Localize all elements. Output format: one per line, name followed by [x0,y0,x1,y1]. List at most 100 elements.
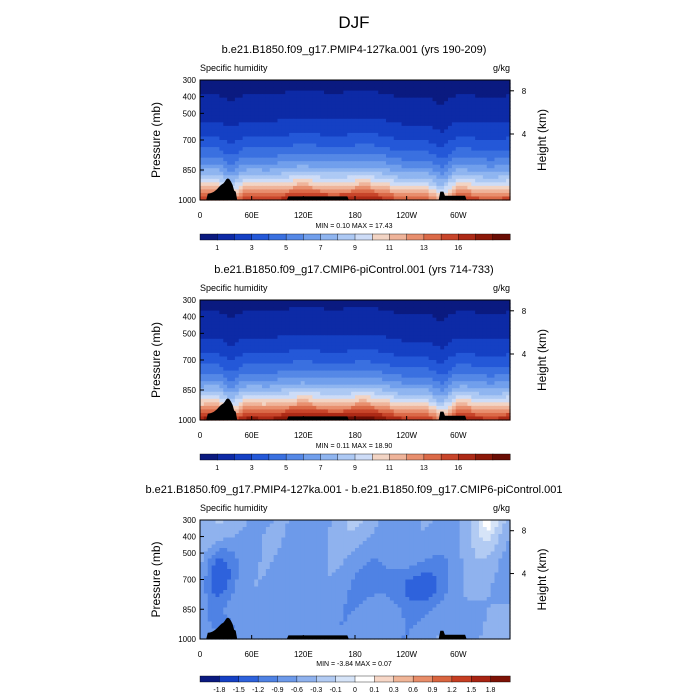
contour-cell [234,90,240,95]
contour-cell [378,90,383,95]
contour-cell [366,118,372,123]
contour-cell [502,147,507,152]
contour-cell [320,338,325,343]
contour-cell [479,342,484,347]
contour-cell [370,125,375,131]
contour-cell [378,104,383,109]
contour-cell [324,185,329,191]
contour-cell [250,101,255,106]
contour-cell [436,80,441,85]
contour-cell [242,115,248,120]
contour-cell [331,310,337,315]
contour-cell [389,345,395,351]
contour-cell [413,310,418,315]
contour-cell [413,171,418,176]
contour-cell [254,185,259,191]
contour-cell [436,363,441,368]
contour-cell [347,307,352,312]
contour-cell [486,189,492,194]
contour-cell [296,307,302,312]
contour-cell [351,168,356,173]
contour-cell [250,140,255,145]
contour-cell [234,80,240,85]
contour-cell [397,108,403,113]
contour-cell [207,352,213,358]
contour-cell [203,140,209,145]
contour-cell [409,317,414,322]
contour-cell [296,140,302,145]
contour-cell [455,164,461,169]
contour-cell [393,388,399,393]
contour-cell [397,356,403,361]
contour-cell [293,360,298,365]
contour-cell [277,136,282,141]
contour-cell [482,189,488,194]
contour-cell [343,374,348,379]
contour-cell [277,125,282,131]
contour-cell [262,307,267,312]
contour-cell [378,324,383,329]
contour-cell [432,90,437,95]
contour-cell [335,331,341,336]
contour-cell [486,196,492,201]
contour-cell [378,175,383,180]
contour-cell [471,111,476,116]
contour-cell [451,129,457,134]
contour-cell [200,104,205,109]
contour-cell [490,307,496,312]
contour-cell [393,310,399,315]
contour-cell [498,331,503,336]
contour-cell [223,331,228,336]
contour-cell [455,370,461,375]
contour-cell [300,352,306,358]
contour-cell [482,321,488,326]
contour-cell [289,192,294,198]
contour-cell [358,192,364,198]
contour-cell [370,111,375,116]
contour-cell [358,161,364,166]
contour-cell [366,395,372,400]
contour-cell [304,175,310,180]
contour-cell [455,111,461,116]
contour-cell [459,97,465,102]
contour-cell [211,178,217,183]
contour-cell [448,136,453,141]
contour-cell [258,317,263,322]
contour-cell [382,391,387,396]
contour-cell [424,147,430,152]
contour-cell [258,352,263,358]
contour-cell [405,317,410,322]
contour-cell [498,388,503,393]
contour-cell [203,175,209,180]
contour-cell [281,391,286,396]
contour-cell [432,80,437,85]
contour-cell [320,157,325,162]
contour-cell [502,331,507,336]
contour-cell [355,360,360,365]
contour-cell [362,129,368,134]
contour-cell [316,122,321,127]
contour-cell [467,132,472,138]
contour-cell [405,129,410,134]
contour-cell [215,185,220,191]
contour-cell [215,377,220,382]
contour-cell [409,115,414,120]
contour-cell [289,94,294,99]
contour-cell [432,349,437,354]
contour-cell [494,345,499,351]
contour-cell [324,360,329,365]
contour-cell [420,349,426,354]
contour-cell [417,129,422,134]
contour-cell [471,118,476,123]
contour-cell [331,321,337,326]
contour-cell [215,384,220,389]
contour-cell [374,331,379,336]
contour-cell [490,115,496,120]
contour-cell [262,168,267,173]
contour-cell [397,321,403,326]
contour-cell [281,324,286,329]
contour-cell [335,150,341,155]
contour-cell [223,150,228,155]
colorbar-swatch [320,233,339,241]
contour-cell [506,189,511,194]
